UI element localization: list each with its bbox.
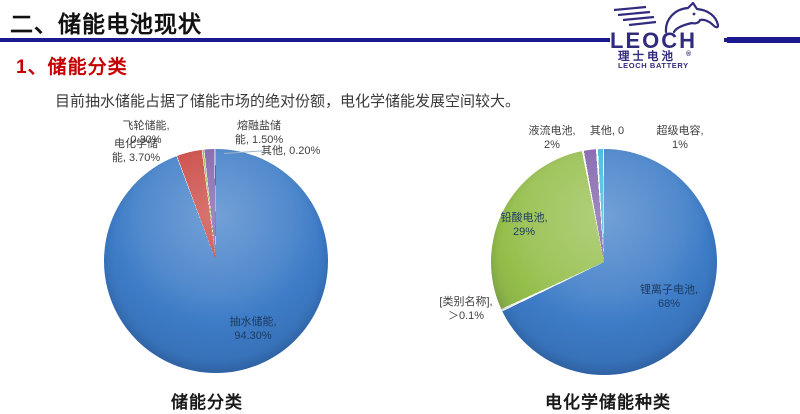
label-line: 飞轮储能, [122,120,170,132]
label-line: 能, 1.50% [234,133,284,146]
label-line: 锂离子电池, [639,284,699,296]
pie-left [104,149,328,373]
label-line: 超级电容, [656,125,704,137]
label-line: 2% [544,138,560,151]
label-flywheel-storage: 飞轮储能, 0.30% [114,120,178,147]
logo-chinese-name: 理士电池 [618,49,676,63]
label-line: 其他, 0.20% [261,145,321,157]
label-line: 0.30% [130,133,162,146]
label-others-right: 其他, 0 [585,125,629,139]
label-supercapacitor: 超级电容, 1% [651,125,709,152]
logo-english-name: LEOCH BATTERY [618,61,689,68]
label-line: 液流电池, [528,125,576,137]
logo-wordmark: LEOCH [610,28,697,53]
label-lead-acid-battery: 铅酸电池, 29% [495,212,553,239]
label-line: 抽水储能, [229,316,277,328]
chart-title-right: 电化学储能种类 [545,393,671,412]
label-line: 铅酸电池, [500,212,548,224]
title-divider [0,38,800,42]
label-line: 电化学储 [114,138,158,150]
label-lithium-ion-battery: 锂离子电池, 68% [629,284,709,311]
chart-title-left: 储能分类 [171,393,243,412]
logo-right-bar [727,37,800,43]
label-pumped-hydro: 抽水储能, 94.30% [221,316,285,343]
label-electrochemical-storage: 电化学储 能, 3.70% [108,138,164,165]
label-others-left: 其他, 0.20% [261,145,325,159]
label-molten-salt-storage: 熔融盐储 能, 1.50% [231,120,287,147]
registered-mark: ® [686,50,692,58]
label-line: 29% [512,225,536,238]
page-title: 二、储能电池现状 [10,11,202,37]
label-category-placeholder: [类别名称], ＞0.1% [434,296,498,323]
section-heading: 1、储能分类 [16,57,128,78]
label-line: [类别名称], [439,296,493,308]
logo-graphic: LEOCH 理士电池 ® LEOCH BATTERY [610,2,720,68]
label-line: 1% [672,138,688,151]
body-text: 目前抽水储能占据了储能市场的绝对份额，电化学储能发展空间较大。 [55,93,521,110]
label-line: 熔融盐储 [237,120,281,132]
leoch-logo: LEOCH 理士电池 ® LEOCH BATTERY [610,2,724,68]
label-line: ＞0.1% [447,309,485,322]
label-line: 能, 3.70% [111,151,161,164]
label-line: 其他, 0 [589,125,625,137]
label-line: 68% [657,297,681,310]
speed-lines-icon [613,5,657,27]
label-line: 94.30% [234,329,272,342]
horse-icon [664,2,720,34]
pie-right [491,149,717,375]
label-flow-battery: 液流电池, 2% [523,125,581,152]
